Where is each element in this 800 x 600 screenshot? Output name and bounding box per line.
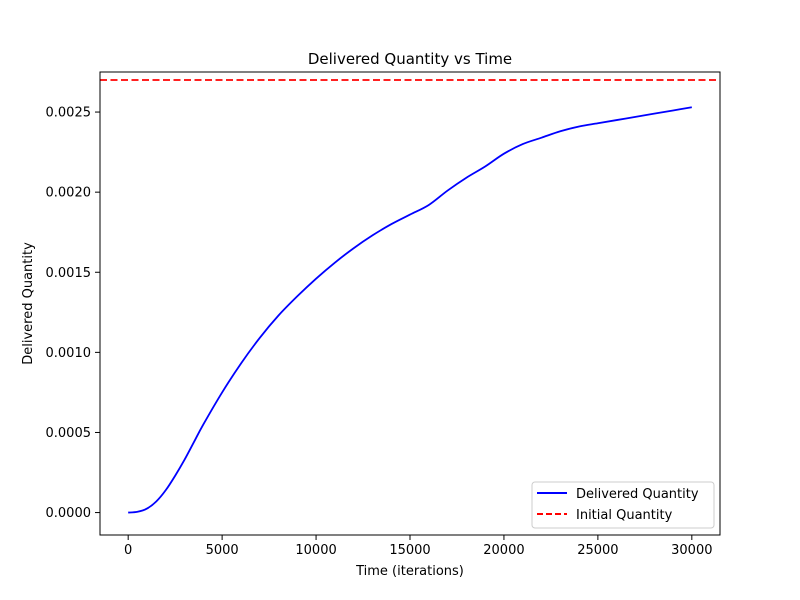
x-axis-label: Time (iterations) [355,564,464,579]
legend: Delivered Quantity Initial Quantity [531,481,715,529]
legend-label-delivered: Delivered Quantity [576,487,699,502]
x-tick-label: 5000 [206,543,239,558]
data-layer [100,79,720,514]
x-axis: 0 5000 10000 15000 20000 25000 30000 [124,535,712,558]
y-tick-label: 0.0005 [46,426,92,441]
y-tick-label: 0.0010 [46,346,92,361]
y-tick-label: 0.0015 [46,266,92,281]
x-tick-label: 25000 [577,543,618,558]
y-axis-label: Delivered Quantity [21,242,36,365]
plot-area [100,72,720,535]
chart-title: Delivered Quantity vs Time [308,50,512,68]
legend-label-initial: Initial Quantity [576,508,673,523]
x-tick-label: 10000 [295,543,336,558]
legend-box [531,481,715,529]
y-tick-label: 0.0000 [46,506,92,521]
x-tick-label: 0 [124,543,132,558]
y-axis: 0.0000 0.0005 0.0010 0.0015 0.0020 0.0025 [46,106,100,521]
x-tick-label: 15000 [389,543,430,558]
x-tick-label: 20000 [483,543,524,558]
x-tick-label: 30000 [671,543,712,558]
series-delivered-quantity-line [128,106,692,514]
y-tick-label: 0.0020 [46,186,92,201]
y-tick-label: 0.0025 [46,106,92,121]
